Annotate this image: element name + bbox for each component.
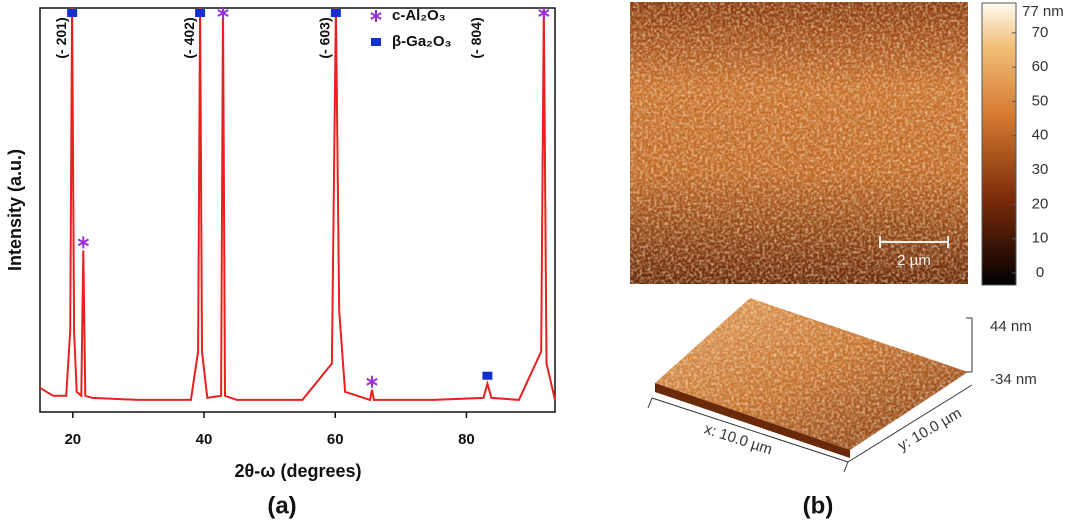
- axis-end: [843, 461, 849, 473]
- colorbar-tick-label: 10: [1032, 230, 1049, 247]
- axis-end: [647, 397, 653, 409]
- xrd-plot: 20 40 60 80 (- 201) (- 402) (- 603) (- 804) c-Al…: [39, 7, 556, 448]
- colorbar-tick-label: 70: [1032, 24, 1049, 41]
- x-tick-label: 40: [196, 431, 213, 448]
- marker-square: [195, 9, 206, 17]
- colorbar-tick-label: 30: [1032, 161, 1049, 178]
- colorbar-ticks: 0 10 20 30 40 50 60 70 77 nm: [1012, 3, 1064, 281]
- x-axis-3d: [651, 397, 849, 463]
- colorbar-tick-label: 0: [1036, 264, 1044, 281]
- colorbar-tick-label: 20: [1032, 195, 1049, 212]
- peak-label: (- 201): [53, 17, 69, 58]
- legend-label: β-Ga₂O₃: [392, 33, 451, 50]
- plot-frame: [39, 7, 556, 413]
- y-axis-3d: [847, 384, 973, 463]
- panel-label: (a): [267, 492, 296, 519]
- afm-texture: [630, 2, 968, 284]
- marker-square: [67, 9, 78, 17]
- colorbar: [981, 2, 1017, 286]
- afm-3d-texture: [655, 298, 968, 450]
- marker-star: [538, 7, 550, 19]
- marker-star: [217, 7, 229, 19]
- marker-star: [366, 375, 378, 388]
- x-tick-label: 60: [327, 431, 344, 448]
- marker-star: [370, 10, 382, 22]
- afm-3d-side: [655, 383, 850, 458]
- z-min-label: -34 nm: [990, 371, 1037, 388]
- x-tick-label: 80: [458, 431, 475, 448]
- peak-label: (- 402): [181, 17, 197, 58]
- z-max-label: 44 nm: [990, 318, 1032, 335]
- marker-square: [482, 371, 493, 380]
- colorbar-max-label: 77 nm: [1022, 3, 1064, 20]
- peak-label: (- 804): [468, 17, 484, 58]
- colorbar-tick-label: 40: [1032, 127, 1049, 144]
- marker-square: [330, 9, 341, 17]
- panel-label: (b): [803, 492, 834, 519]
- peak-label: (- 603): [317, 17, 333, 58]
- legend-label: c-Al₂O₃: [392, 7, 446, 24]
- xrd-line: [39, 7, 556, 402]
- colorbar-tick-label: 60: [1032, 58, 1049, 75]
- colorbar-tick-label: 50: [1032, 92, 1049, 109]
- scale-bar-label: 2 µm: [897, 252, 931, 269]
- y-axis-label: Intensity (a.u.): [5, 149, 25, 271]
- x-tick-label: 20: [64, 431, 81, 448]
- marker-square: [371, 38, 381, 46]
- marker-star: [77, 236, 89, 249]
- x-axis-label: 2θ-ω (degrees): [235, 461, 362, 481]
